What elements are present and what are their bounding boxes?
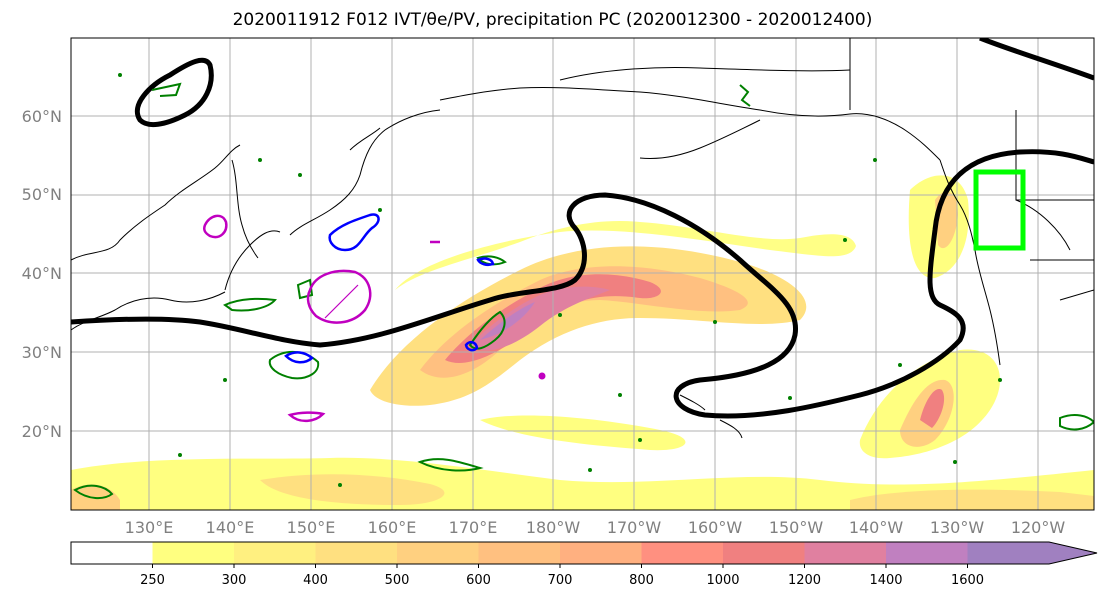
theta-e-contour — [71, 38, 1094, 419]
colorbar-segment — [152, 542, 234, 564]
lon-labels: 130°E 140°E 150°E 160°E 170°E 180°W 170°… — [125, 518, 1066, 537]
colorbar-segment — [478, 542, 560, 564]
colorbar-label: 600 — [466, 573, 491, 588]
colorbar-label: 1600 — [951, 573, 984, 588]
colorbar-segment — [71, 542, 153, 564]
colorbar-label: 800 — [629, 573, 654, 588]
lon-label: 160°E — [368, 518, 417, 537]
pv-speckles — [118, 73, 1002, 487]
lon-label: 180°W — [526, 518, 581, 537]
colorbar-segment — [723, 542, 805, 564]
lon-label: 140°W — [849, 518, 904, 537]
colorbar-label: 1000 — [706, 573, 739, 588]
pv-magenta-dot — [538, 372, 546, 380]
colorbar-segment — [234, 542, 316, 564]
pv-contours-magenta — [202, 214, 440, 423]
colorbar-label: 400 — [303, 573, 328, 588]
lat-label: 30°N — [22, 343, 62, 362]
lat-labels: 60°N 50°N 40°N 30°N 20°N — [22, 107, 62, 441]
lon-label: 160°W — [688, 518, 743, 537]
lat-label: 40°N — [22, 264, 62, 283]
colorbar-label: 300 — [222, 573, 247, 588]
colorbar-segment — [397, 542, 479, 564]
lon-label: 130°W — [930, 518, 985, 537]
lon-label: 170°E — [449, 518, 498, 537]
lat-label: 50°N — [22, 185, 62, 204]
lon-label: 140°E — [206, 518, 255, 537]
colorbar-extend-arrow — [967, 542, 1097, 564]
graticule — [71, 38, 1094, 510]
lon-label: 130°E — [125, 518, 174, 537]
lat-label: 20°N — [22, 422, 62, 441]
precip-box — [973, 169, 1026, 251]
colorbar-label: 1400 — [869, 573, 902, 588]
colorbar: 250 300 400 500 600 700 800 1000 1200 1400 1600 — [70, 541, 1098, 588]
colorbar-segment — [804, 542, 886, 564]
colorbar-label: 500 — [385, 573, 410, 588]
colorbar-label: 700 — [548, 573, 573, 588]
lon-label: 120°W — [1011, 518, 1066, 537]
map-border — [70, 37, 1095, 511]
colorbar-outline — [70, 541, 1098, 565]
colorbar-segment — [641, 542, 723, 564]
lon-label: 170°W — [607, 518, 662, 537]
lon-label: 150°E — [287, 518, 336, 537]
chart-title: 2020011912 F012 IVT/θe/PV, precipitation… — [232, 10, 873, 30]
lon-label: 150°W — [769, 518, 824, 537]
colorbar-label: 250 — [140, 573, 165, 588]
colorbar-segment — [315, 542, 397, 564]
colorbar-label: 1200 — [788, 573, 821, 588]
pv-contours-blue — [284, 213, 495, 364]
colorbar-segment — [560, 542, 642, 564]
lat-label: 60°N — [22, 107, 62, 126]
colorbar-segment — [886, 542, 968, 564]
